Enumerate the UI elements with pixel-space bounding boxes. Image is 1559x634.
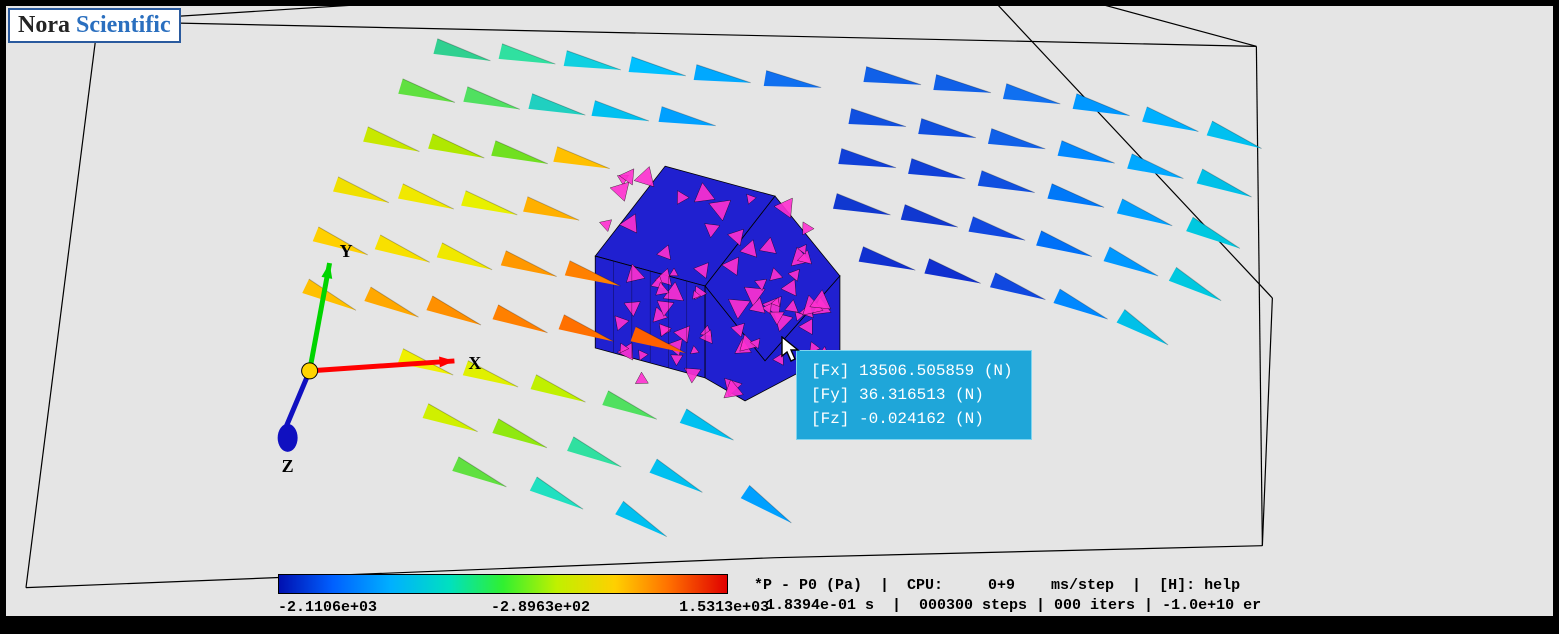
brand-badge: Nora Scientific: [8, 8, 181, 43]
colorbar-gradient: [278, 574, 728, 594]
svg-text:Y: Y: [340, 241, 353, 261]
svg-text:Z: Z: [282, 456, 294, 476]
status-line-2: 1.8394e-01 s | 000300 steps | 000 iters …: [766, 597, 1261, 614]
viewport-3d[interactable]: Nora Scientific X Y Z [Fx] 13506.505859 (N…: [5, 5, 1554, 617]
activation-note: Not activeted, timestep increment is lim…: [278, 616, 645, 630]
axis-triad[interactable]: X Y Z: [278, 241, 482, 476]
force-tooltip: [Fx] 13506.505859 (N) [Fy] 36.316513 (N)…: [796, 350, 1032, 440]
colorbar-min: -2.1106e+03: [278, 599, 377, 616]
brand-part2: Scientific: [76, 12, 171, 38]
colorbar-labels: -2.1106e+03 -2.8963e+02 1.5313e+03: [278, 599, 769, 616]
scene-svg: X Y Z: [6, 6, 1553, 616]
mouse-cursor: [781, 336, 801, 364]
colorbar[interactable]: [278, 574, 728, 594]
status-line-1: *P - P0 (Pa) | CPU: 0+9 ms/step | [H]: h…: [754, 577, 1240, 594]
status-line-3: Flowsquare+: [852, 617, 951, 634]
colorbar-mid: -2.8963e+02: [491, 599, 590, 616]
colorbar-max: 1.5313e+03: [679, 599, 769, 616]
brand-part1: Nora: [18, 12, 70, 38]
svg-text:X: X: [468, 353, 481, 373]
